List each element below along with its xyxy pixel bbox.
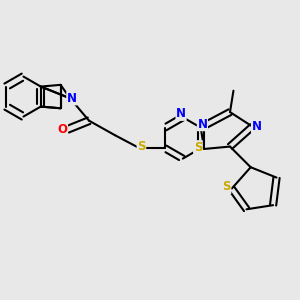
- Text: N: N: [251, 120, 262, 133]
- Text: N: N: [197, 118, 207, 130]
- Text: N: N: [67, 92, 77, 105]
- Text: N: N: [176, 107, 186, 120]
- Text: O: O: [58, 123, 68, 136]
- Text: S: S: [222, 180, 231, 194]
- Text: S: S: [194, 141, 202, 154]
- Text: S: S: [137, 140, 146, 153]
